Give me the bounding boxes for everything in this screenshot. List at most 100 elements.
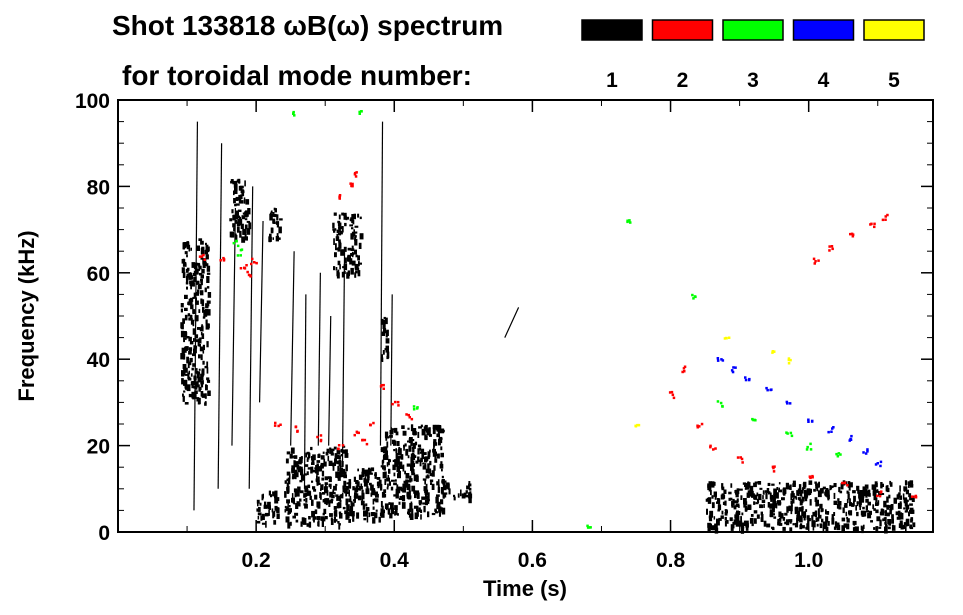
spectral-speck <box>887 519 891 525</box>
spectral-speck <box>374 472 377 479</box>
mode-point <box>828 249 831 252</box>
mode-point <box>412 408 416 411</box>
legend-swatch-3 <box>722 19 784 41</box>
spectral-speck <box>350 233 354 240</box>
spectral-speck <box>180 326 183 329</box>
spectral-speck <box>461 493 466 499</box>
spectral-speck <box>442 485 447 491</box>
spectral-speck <box>413 432 416 436</box>
spectral-speck <box>199 265 202 270</box>
spectral-speck <box>417 456 420 462</box>
spectral-speck <box>790 500 793 505</box>
spectral-speck <box>345 464 348 472</box>
mode-point <box>716 400 720 403</box>
mode-point <box>866 448 869 451</box>
spectral-speck <box>891 525 896 531</box>
spectral-speck <box>427 451 431 458</box>
spectral-speck <box>370 492 373 497</box>
spectral-speck <box>751 523 754 527</box>
spectral-speck <box>294 512 299 516</box>
spectral-speck <box>761 499 766 503</box>
spectral-speck <box>724 511 728 516</box>
spectral-speck <box>384 478 387 485</box>
spectral-speck <box>822 486 826 490</box>
spectral-speck <box>845 511 848 517</box>
spectral-speck <box>813 488 816 492</box>
spectral-speck <box>246 220 251 223</box>
spectral-speck <box>772 496 776 502</box>
spectral-speck <box>808 480 813 485</box>
spectral-speck <box>815 483 818 486</box>
spectral-speck <box>382 471 387 479</box>
spectral-speck <box>849 482 853 488</box>
spectral-speck <box>324 476 328 481</box>
spectral-speck <box>730 524 734 531</box>
mode-point <box>828 245 831 248</box>
spectral-speck <box>392 459 395 462</box>
spectral-speck <box>853 522 856 526</box>
spectral-speck <box>843 524 847 528</box>
spectral-speck <box>360 500 365 506</box>
spectral-speck <box>434 458 438 463</box>
spectral-speck <box>867 512 872 519</box>
spectral-speck <box>199 346 204 352</box>
mode-point <box>846 484 849 487</box>
mode-point <box>200 255 204 258</box>
spectral-speck <box>417 448 420 455</box>
spectral-speck <box>330 498 334 502</box>
mode-point <box>709 445 712 449</box>
spectral-speck <box>765 492 768 500</box>
spectral-speck <box>261 513 265 520</box>
legend-label-2: 2 <box>677 69 689 92</box>
spectral-speck <box>738 488 743 491</box>
spectral-speck <box>395 492 399 499</box>
spectral-speck <box>319 492 321 499</box>
spectral-speck <box>803 515 806 521</box>
legend-swatch-2 <box>651 19 714 41</box>
mode-point <box>809 476 812 480</box>
spectral-speck <box>897 510 901 514</box>
spectral-speck <box>396 513 399 516</box>
spectral-speck <box>707 522 711 528</box>
legend-label-3: 3 <box>747 69 759 92</box>
spectral-speck <box>205 319 208 324</box>
spectral-speck <box>185 268 189 273</box>
spectral-speck <box>330 448 335 452</box>
spectral-speck <box>341 468 346 475</box>
spectral-speck <box>287 522 291 529</box>
spectral-speck <box>367 476 370 481</box>
spectral-speck <box>354 238 358 246</box>
spectral-speck <box>410 463 414 466</box>
spectral-speck <box>338 523 341 526</box>
spectral-speck <box>278 226 282 234</box>
mode-point <box>351 182 354 186</box>
spectral-speck <box>414 441 418 446</box>
spectral-speck <box>801 488 804 494</box>
spectral-speck <box>742 482 746 485</box>
spectral-speck <box>766 523 771 528</box>
spectral-speck <box>390 502 394 509</box>
spectral-streak <box>390 294 393 446</box>
spectral-speck <box>801 506 804 511</box>
spectral-streak <box>258 220 264 403</box>
spectral-speck <box>312 486 316 490</box>
spectral-speck <box>741 512 744 516</box>
spectral-speck <box>338 523 341 530</box>
spectral-speck <box>796 510 800 516</box>
spectral-speck <box>200 373 204 380</box>
spectral-speck <box>733 505 737 510</box>
spectral-speck <box>399 495 404 499</box>
spectral-speck <box>825 516 829 523</box>
spectral-speck <box>432 450 436 457</box>
spectral-region <box>229 178 252 243</box>
spectral-speck <box>295 519 299 523</box>
spectral-speck <box>238 198 241 204</box>
mode-point <box>809 448 813 451</box>
spectral-speck <box>724 509 728 512</box>
mode-point <box>415 407 419 410</box>
spectral-speck <box>198 338 202 344</box>
spectral-speck <box>206 276 210 283</box>
spectral-speck <box>361 494 364 499</box>
spectral-speck <box>427 498 430 504</box>
spectral-speck <box>351 220 353 224</box>
